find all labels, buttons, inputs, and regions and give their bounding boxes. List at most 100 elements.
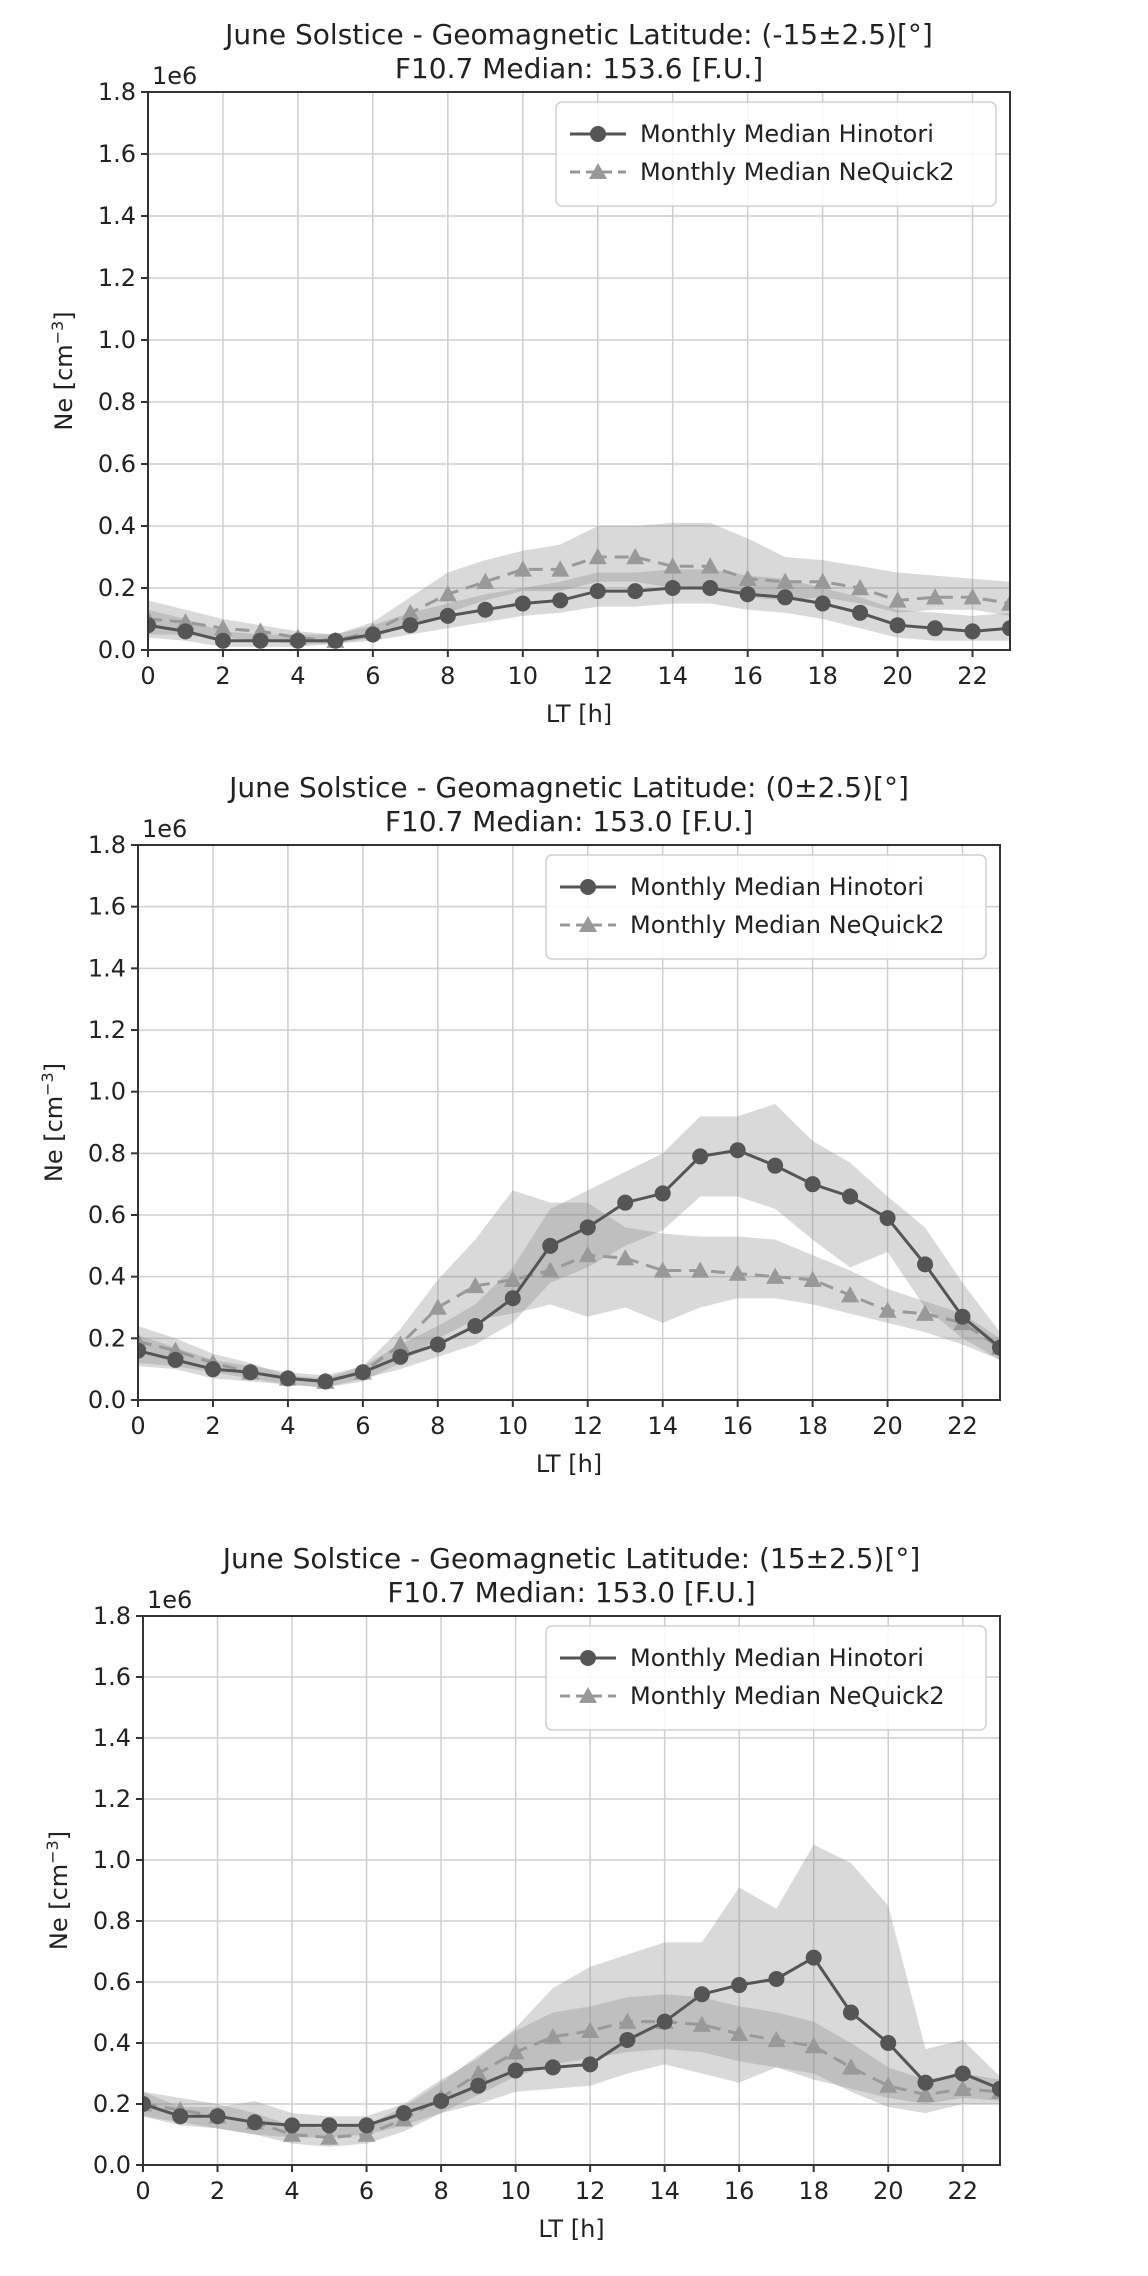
data-point-nequick2 <box>953 2079 972 2096</box>
y-axis-label: Ne [cm−3] <box>48 311 78 430</box>
data-point-nequick2 <box>428 1298 447 1315</box>
data-point-hinotori <box>467 1318 484 1334</box>
data-point-hinotori <box>317 1373 334 1390</box>
data-point-hinotori <box>429 1336 446 1353</box>
data-point-hinotori <box>284 2117 301 2134</box>
data-point-nequick2 <box>320 2128 339 2145</box>
legend-label-hinotori: Monthly Median Hinotori <box>630 1644 924 1672</box>
x-tick-label: 10 <box>508 662 539 690</box>
data-point-hinotori <box>321 2117 338 2134</box>
data-point-nequick2 <box>618 2012 637 2029</box>
data-point-nequick2 <box>692 2015 711 2032</box>
data-point-hinotori <box>395 2105 412 2122</box>
x-tick-label: 6 <box>359 2177 374 2205</box>
data-point-hinotori <box>880 2035 897 2051</box>
x-tick-label: 16 <box>724 2177 755 2205</box>
data-point-nequick2 <box>663 557 682 574</box>
legend-marker-hinotori <box>580 879 596 895</box>
data-point-hinotori <box>804 1176 821 1193</box>
y-axis-label-main: Ne [cm <box>40 1096 68 1182</box>
data-point-hinotori <box>204 1361 221 1378</box>
x-tick-label: 6 <box>355 1412 370 1440</box>
data-point-nequick2 <box>581 2021 600 2038</box>
data-point-nequick2 <box>776 572 795 589</box>
y-axis-label-exponent: −3 <box>43 1840 62 1864</box>
y-axis-label-close: ] <box>50 311 78 320</box>
data-point-hinotori <box>702 580 719 596</box>
data-point-nequick2 <box>506 2043 525 2060</box>
x-tick-label: 18 <box>798 2177 829 2205</box>
y-offset-label: 1e6 <box>152 62 197 90</box>
data-point-hinotori <box>927 620 944 637</box>
data-point-nequick2 <box>841 2058 860 2075</box>
tick-marks <box>136 1615 964 2172</box>
data-point-hinotori <box>433 2092 450 2109</box>
data-point-hinotori <box>354 1364 371 1381</box>
legend-marker-hinotori <box>580 1650 596 1666</box>
data-point-nequick2 <box>626 548 645 565</box>
legend: Monthly Median Hinotori Monthly Median Ne… <box>555 101 997 207</box>
axes-frame <box>147 91 1011 651</box>
data-point-hinotori <box>627 583 644 600</box>
y-axis-label-exponent: −3 <box>38 1072 57 1096</box>
x-tick-label: 8 <box>440 662 455 690</box>
data-point-hinotori <box>402 617 419 634</box>
data-point-nequick2 <box>469 2064 488 2081</box>
data-point-nequick2 <box>804 2037 823 2054</box>
legend-label-hinotori: Monthly Median Hinotori <box>640 120 934 148</box>
data-point-nequick2 <box>701 557 720 574</box>
legend-label-nequick2: Monthly Median NeQuick2 <box>640 158 955 186</box>
tick-marks <box>141 91 974 657</box>
data-point-hinotori <box>279 1370 296 1387</box>
y-axis-label-main: Ne [cm <box>45 1864 73 1950</box>
y-axis-label-main: Ne [cm <box>50 344 78 430</box>
data-point-hinotori <box>138 1342 146 1359</box>
y-axis-label-exponent: −3 <box>48 321 67 345</box>
data-point-nequick2 <box>578 1246 597 1263</box>
data-point-hinotori <box>579 1219 596 1236</box>
y-tick-label: 1.2 <box>93 1785 131 1813</box>
data-point-hinotori <box>470 2077 487 2094</box>
uncertainty-band-nequick2 <box>143 1994 1000 2147</box>
data-point-hinotori <box>358 2117 375 2134</box>
data-point-nequick2 <box>841 1286 860 1303</box>
data-point-nequick2 <box>541 1261 560 1278</box>
axes-frame <box>137 844 1001 1401</box>
y-tick-label: 1.4 <box>88 954 126 982</box>
data-point-hinotori <box>589 583 606 600</box>
legend-label-nequick2: Monthly Median NeQuick2 <box>630 911 945 939</box>
legend-label-nequick2: Monthly Median NeQuick2 <box>630 1682 945 1710</box>
x-tick-label: 14 <box>657 662 688 690</box>
data-point-nequick2 <box>283 2125 302 2142</box>
x-tick-label: 6 <box>365 662 380 690</box>
data-point-nequick2 <box>738 569 757 586</box>
data-point-hinotori <box>729 1142 746 1159</box>
y-tick-label: 1.6 <box>88 893 126 921</box>
uncertainty-band-nequick2 <box>148 522 1010 644</box>
data-point-hinotori <box>777 589 794 606</box>
x-tick-label: 12 <box>572 1412 603 1440</box>
y-tick-label: 1.4 <box>98 202 136 230</box>
x-tick-label: 18 <box>797 1412 828 1440</box>
x-tick-label: 20 <box>872 1412 903 1440</box>
data-point-hinotori <box>731 1977 748 1994</box>
chart-title: June Solstice - Geomagnetic Latitude: (-… <box>223 18 933 51</box>
y-tick-label: 0.0 <box>98 636 136 664</box>
data-point-hinotori <box>617 1194 634 1211</box>
y-tick-label: 0.2 <box>98 574 136 602</box>
chart-panel-1: June Solstice - Geomagnetic Latitude: (-… <box>48 18 1011 728</box>
data-point-nequick2 <box>503 1270 522 1287</box>
data-point-hinotori <box>507 2062 524 2079</box>
legend: Monthly Median Hinotori Monthly Median Ne… <box>545 854 987 960</box>
y-tick-label: 1.8 <box>98 78 136 106</box>
y-tick-label: 0.0 <box>88 1386 126 1414</box>
data-point-hinotori <box>327 632 344 649</box>
data-point-hinotori <box>852 604 869 621</box>
data-point-nequick2 <box>878 1301 897 1318</box>
x-tick-label: 0 <box>140 662 155 690</box>
data-point-hinotori <box>439 607 456 624</box>
chart-title: June Solstice - Geomagnetic Latitude: (0… <box>227 771 909 804</box>
uncertainty-band-nequick2 <box>138 1190 1000 1388</box>
grid-lines <box>147 91 1010 651</box>
